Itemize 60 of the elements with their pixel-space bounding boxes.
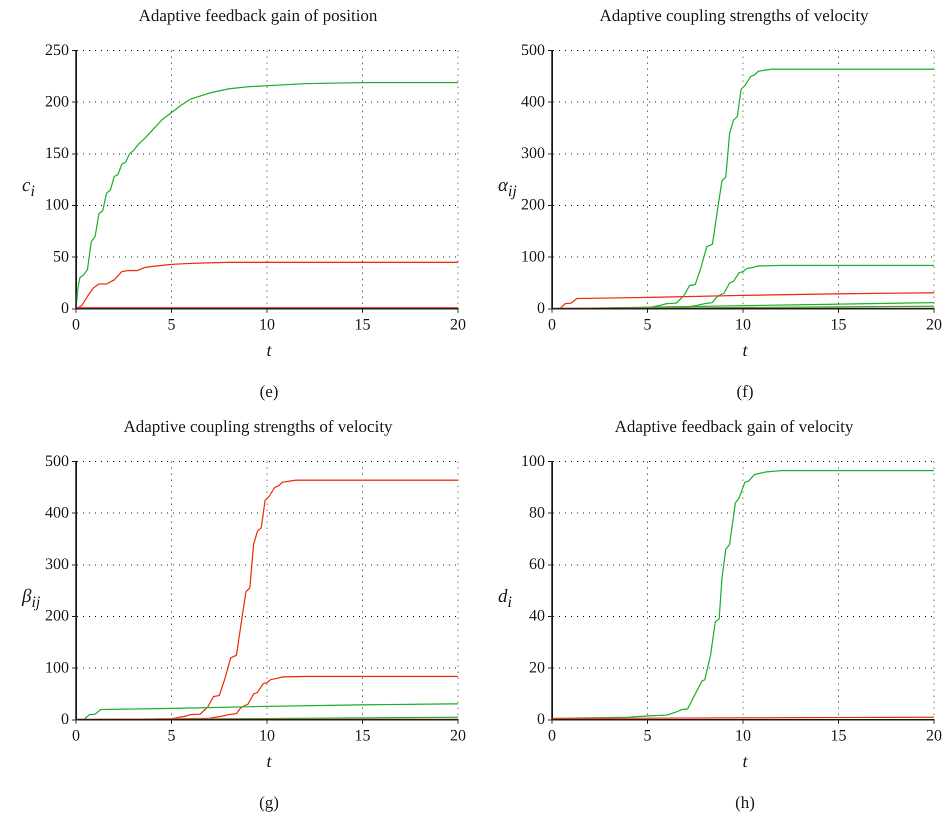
y-tick-label: 500 bbox=[45, 452, 69, 470]
y-axis-title: β$_{ij}$ bbox=[22, 586, 40, 612]
x-axis-title: t bbox=[741, 340, 749, 361]
y-tick-label: 200 bbox=[521, 196, 545, 214]
x-tick-label: 0 bbox=[72, 316, 80, 334]
chart-title: Adaptive coupling strengths of velocity bbox=[598, 6, 870, 26]
x-tick-label: 15 bbox=[830, 316, 846, 334]
x-tick-label: 15 bbox=[354, 728, 370, 745]
x-tick-label: 5 bbox=[168, 316, 176, 334]
y-tick-label: 400 bbox=[45, 504, 69, 522]
text: (g) bbox=[258, 793, 280, 813]
x-tick-label: 10 bbox=[259, 316, 275, 334]
y-tick-label: 300 bbox=[521, 145, 545, 162]
y-tick-label: 0 bbox=[537, 711, 545, 728]
y-tick-label: 20 bbox=[529, 659, 545, 676]
x-tick-label: 5 bbox=[644, 316, 652, 334]
y-tick-label: 250 bbox=[45, 42, 69, 59]
x-tick-label: 10 bbox=[259, 728, 275, 745]
x-tick-label: 20 bbox=[450, 728, 466, 745]
x-axis-title: t bbox=[741, 751, 749, 772]
x-tick-label: 0 bbox=[548, 728, 556, 745]
y-tick-label: 100 bbox=[521, 452, 545, 470]
chart-title: Adaptive feedback gain of velocity bbox=[614, 417, 854, 437]
y-tick-label: 100 bbox=[45, 659, 69, 676]
x-tick-label: 20 bbox=[450, 316, 466, 334]
x-tick-label: 5 bbox=[168, 728, 176, 745]
x-axis-title: t bbox=[265, 340, 273, 361]
y-tick-label: 200 bbox=[45, 93, 69, 110]
y-tick-label: 60 bbox=[529, 556, 545, 574]
y-tick-label: 50 bbox=[53, 248, 69, 266]
x-tick-label: 20 bbox=[926, 728, 942, 745]
x-tick-label: 15 bbox=[354, 316, 370, 334]
x-tick-label: 5 bbox=[644, 728, 652, 745]
y-tick-label: 0 bbox=[537, 300, 545, 318]
y-tick-label: 80 bbox=[529, 504, 545, 522]
chart-title: Adaptive coupling strengths of velocity bbox=[122, 417, 394, 437]
text: (f) bbox=[736, 382, 754, 402]
x-tick-label: 0 bbox=[72, 728, 80, 745]
x-tick-label: 15 bbox=[830, 728, 846, 745]
x-tick-label: 10 bbox=[735, 316, 751, 334]
y-axis-title: d$_{i}$ bbox=[498, 586, 512, 612]
y-tick-label: 100 bbox=[521, 248, 545, 266]
y-tick-label: 100 bbox=[45, 196, 69, 214]
x-tick-label: 10 bbox=[735, 728, 751, 745]
x-tick-label: 20 bbox=[926, 316, 942, 334]
x-tick-label: 0 bbox=[548, 316, 556, 334]
y-tick-label: 0 bbox=[61, 300, 69, 318]
y-tick-label: 200 bbox=[45, 608, 69, 625]
y-tick-label: 300 bbox=[45, 556, 69, 574]
x-axis-title: t bbox=[265, 751, 273, 772]
chart-title: Adaptive feedback gain of position bbox=[138, 6, 378, 26]
text: (e) bbox=[258, 382, 280, 402]
y-tick-label: 40 bbox=[529, 608, 545, 625]
y-tick-label: 0 bbox=[61, 711, 69, 728]
y-axis-title: c$_{i}$ bbox=[22, 175, 35, 201]
y-tick-label: 150 bbox=[45, 145, 69, 162]
y-tick-label: 400 bbox=[521, 93, 545, 110]
text: (h) bbox=[734, 793, 756, 813]
y-axis-title: α$_{ij}$ bbox=[498, 175, 517, 201]
y-tick-label: 500 bbox=[521, 42, 545, 59]
